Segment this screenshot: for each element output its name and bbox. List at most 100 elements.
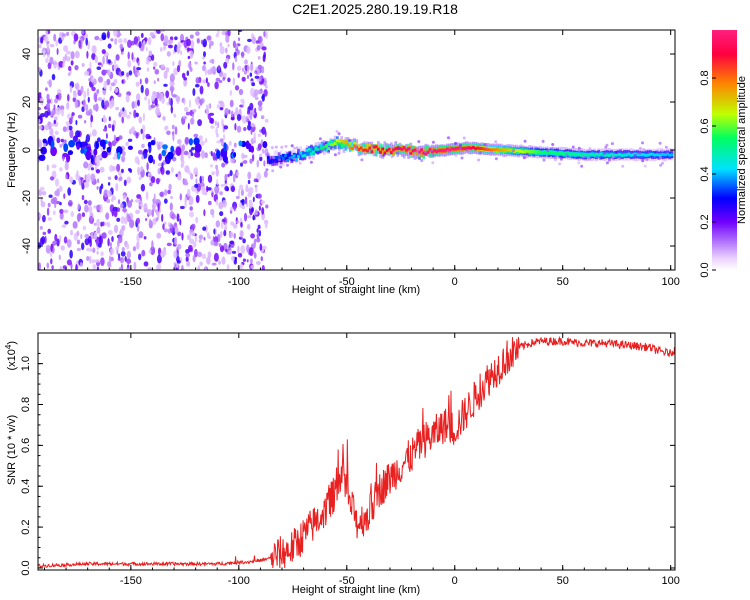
ridge-cell: [489, 148, 492, 152]
noise-speckle: [166, 242, 172, 247]
noise-speckle: [98, 242, 102, 248]
noise-speckle: [265, 204, 269, 209]
noise-speckle: [204, 191, 208, 196]
ridge-cell: [472, 145, 475, 149]
spectrogram-panel: -150 -100 -50 0 50 100 -40 -20 0 20 40 Height of …: [6, 29, 680, 296]
ridge-cell: [338, 139, 341, 143]
noise-speckle: [220, 183, 225, 187]
noise-speckle: [184, 106, 189, 112]
ridge-cell: [657, 153, 661, 157]
noise-speckle: [146, 67, 150, 72]
noise-blob: [67, 150, 74, 156]
ridge-speckle: [363, 140, 367, 144]
noise-speckle: [50, 258, 53, 265]
noise-speckle: [116, 163, 121, 172]
ridge-cell: [310, 147, 313, 153]
ridge-cell: [452, 147, 456, 151]
noise-speckle: [183, 150, 189, 156]
noise-speckle: [45, 57, 49, 64]
noise-speckle: [177, 139, 182, 145]
noise-speckle: [136, 67, 142, 71]
noise-speckle: [94, 103, 99, 112]
noise-speckle: [69, 176, 74, 184]
noise-speckle: [56, 238, 60, 247]
noise-speckle: [82, 98, 86, 108]
ridge-speckle: [661, 161, 664, 165]
noise-speckle: [67, 113, 71, 120]
noise-speckle: [54, 233, 58, 242]
ridge-cell: [351, 147, 354, 150]
ridge-cell: [286, 154, 289, 159]
noise-speckle: [83, 161, 89, 169]
noise-speckle: [138, 116, 143, 124]
noise-speckle: [212, 152, 217, 161]
noise-blob: [158, 153, 162, 161]
y-tick-label: 0.2: [20, 519, 32, 534]
noise-speckle: [203, 209, 206, 217]
x-tick-label: -50: [339, 575, 355, 587]
noise-speckle: [86, 247, 91, 252]
noise-speckle: [63, 193, 66, 199]
ridge-cell: [573, 152, 577, 156]
noise-speckle: [166, 51, 171, 57]
noise-speckle: [199, 85, 204, 95]
noise-speckle: [195, 84, 200, 88]
ridge-cell: [506, 148, 510, 152]
noise-speckle: [259, 76, 262, 82]
noise-speckle: [242, 115, 247, 124]
noise-speckle: [232, 173, 236, 183]
x-tick-label: 100: [662, 276, 680, 288]
noise-speckle: [53, 60, 57, 69]
noise-speckle: [51, 265, 54, 270]
noise-speckle: [38, 140, 43, 149]
noise-speckle: [250, 233, 256, 239]
noise-speckle: [226, 187, 229, 192]
ridge-cell: [590, 152, 594, 156]
ridge-cell: [325, 146, 328, 152]
noise-speckle: [170, 97, 173, 107]
ridge-cell: [329, 139, 333, 145]
noise-speckle: [180, 50, 183, 55]
noise-speckle: [113, 134, 116, 143]
noise-speckle: [257, 193, 262, 199]
noise-speckle: [246, 244, 250, 253]
noise-speckle: [151, 209, 154, 218]
ridge-speckle: [511, 149, 515, 153]
noise-speckle: [197, 251, 203, 257]
ridge-cell: [411, 149, 415, 153]
noise-speckle: [197, 119, 203, 127]
noise-speckle: [127, 200, 133, 208]
noise-speckle: [40, 36, 44, 44]
ridge-speckle: [308, 156, 312, 160]
ridge-speckle: [494, 140, 498, 144]
noise-speckle: [247, 38, 252, 43]
noise-speckle: [81, 212, 86, 218]
noise-speckle: [80, 85, 84, 94]
noise-speckle: [61, 33, 67, 37]
noise-speckle: [138, 205, 141, 210]
noise-speckle: [229, 99, 234, 108]
noise-speckle: [90, 78, 95, 83]
noise-speckle: [144, 77, 149, 84]
ridge-cell: [599, 152, 603, 156]
noise-speckle: [109, 103, 112, 107]
ridge-speckle: [309, 160, 313, 164]
noise-speckle: [230, 221, 235, 226]
noise-speckle: [162, 223, 165, 230]
noise-speckle: [65, 174, 68, 180]
noise-speckle: [173, 113, 177, 118]
ridge-speckle: [394, 140, 398, 144]
noise-speckle: [63, 139, 67, 144]
noise-speckle: [163, 198, 168, 204]
y-tick-label: 0.0: [20, 560, 32, 575]
noise-speckle: [254, 209, 258, 216]
noise-speckle: [223, 125, 229, 130]
noise-speckle: [133, 261, 137, 270]
ridge-cell: [316, 147, 320, 151]
noise-speckle: [175, 95, 181, 102]
noise-speckle: [157, 112, 162, 116]
noise-speckle: [51, 164, 57, 169]
noise-speckle: [172, 61, 175, 66]
ridge-speckle: [586, 156, 590, 160]
noise-speckle: [242, 154, 248, 158]
